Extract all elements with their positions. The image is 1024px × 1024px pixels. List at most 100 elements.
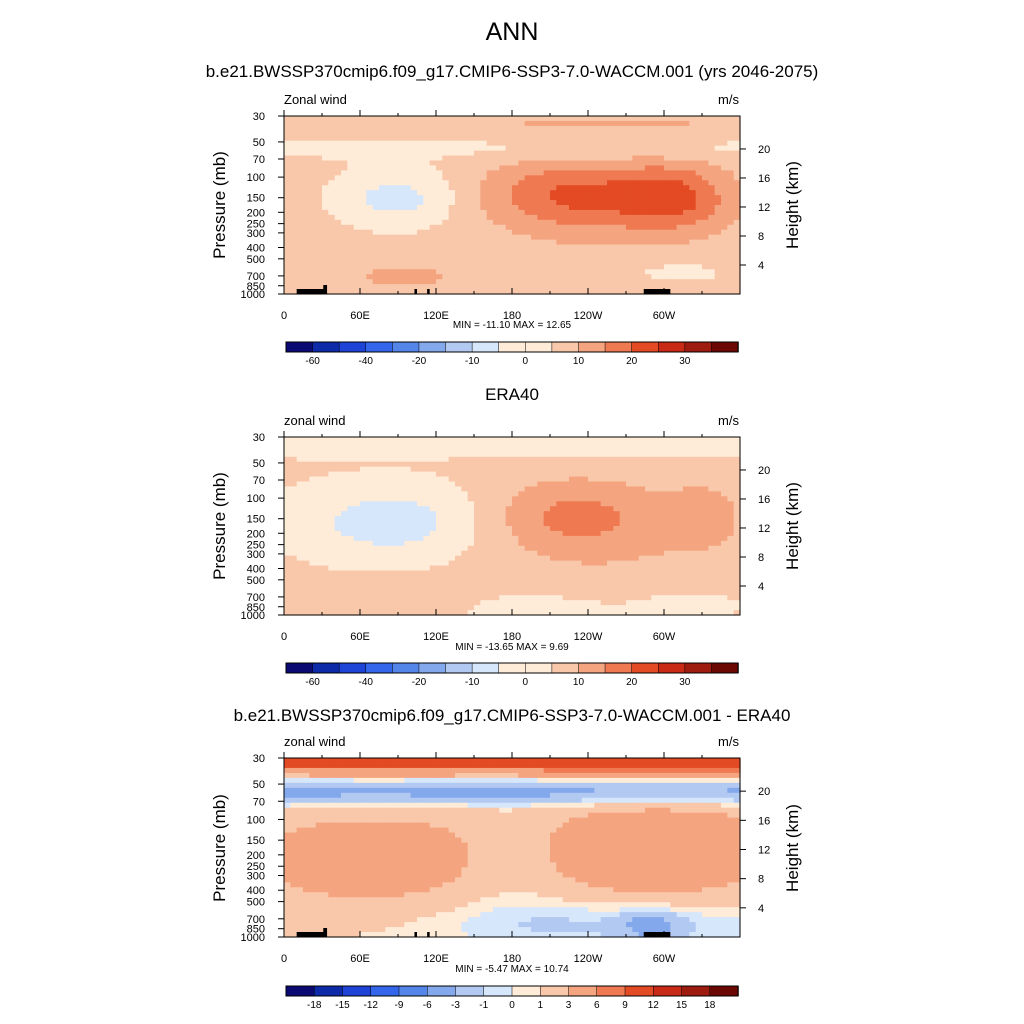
contour-cell (600, 239, 608, 246)
contour-cell (296, 219, 304, 226)
contour-cell (493, 570, 500, 577)
contour-cell (632, 461, 640, 468)
contour-cell (689, 214, 697, 221)
contour-cell (322, 244, 329, 251)
contour-cell (619, 130, 627, 137)
contour-cell (404, 175, 412, 181)
contour-cell (556, 491, 564, 497)
contour-cell (385, 461, 393, 468)
contour-cell (442, 269, 450, 275)
contour-cell (353, 155, 361, 162)
contour-cell (537, 540, 545, 547)
contour-cell (512, 289, 519, 295)
contour-cell (588, 575, 595, 581)
contour-cell (543, 545, 551, 552)
contour-cell (581, 279, 589, 285)
contour-cell (581, 234, 589, 241)
contour-cell (657, 441, 665, 448)
contour-cell (429, 481, 437, 488)
contour-cell (569, 501, 576, 507)
contour-cell (486, 259, 494, 265)
contour-cell (581, 120, 589, 127)
contour-cell (733, 160, 741, 167)
contour-cell (410, 219, 418, 226)
contour-cell (619, 501, 627, 507)
contour-cell (334, 511, 342, 517)
contour-cell (569, 526, 576, 532)
contour-cell (531, 259, 538, 265)
contour-cell (721, 264, 728, 270)
contour-cell (315, 180, 323, 186)
contour-cell (676, 140, 684, 147)
contour-cell (423, 229, 431, 236)
contour-cell (493, 259, 500, 265)
contour-cell (581, 441, 589, 448)
contour-cell (695, 185, 703, 191)
contour-cell (328, 580, 336, 586)
contour-cell (569, 116, 576, 122)
contour-cell (543, 279, 551, 285)
contour-cell (613, 229, 621, 236)
contour-cell (651, 140, 659, 147)
contour-cell (366, 471, 374, 478)
contour-cell (360, 214, 367, 221)
contour-cell (315, 456, 323, 463)
contour-cell (410, 289, 418, 295)
contour-cell (588, 259, 595, 265)
contour-cell (575, 511, 583, 517)
contour-cell (569, 585, 576, 591)
contour-cell (372, 155, 380, 162)
contour-cell (638, 135, 646, 142)
contour-cell (575, 229, 583, 236)
contour-cell (714, 200, 722, 206)
contour-cell (315, 219, 323, 226)
contour-cell (328, 516, 336, 522)
contour-cell (695, 530, 703, 537)
contour-cell (518, 555, 526, 562)
contour-cell (638, 219, 646, 226)
contour-cell (708, 274, 716, 280)
contour-cell (733, 501, 741, 507)
contour-cell (695, 575, 703, 581)
contour-cell (556, 195, 564, 201)
contour-cell (632, 135, 640, 142)
contour-cell (347, 289, 355, 295)
contour-cell (347, 590, 355, 596)
contour-cell (588, 461, 595, 468)
contour-cell (480, 496, 488, 502)
contour-cell (347, 249, 355, 256)
contour-cell (657, 239, 665, 246)
contour-cell (334, 140, 342, 147)
contour-cell (372, 284, 380, 290)
contour-cell (328, 471, 336, 478)
contour-cell (550, 155, 557, 162)
contour-cell (657, 550, 665, 557)
contour-cell (461, 150, 469, 157)
contour-cell (645, 511, 652, 517)
contour-cell (550, 289, 557, 295)
contour-cell (455, 461, 462, 468)
contour-cell (619, 190, 627, 196)
contour-cell (423, 506, 431, 512)
contour-cell (512, 224, 519, 231)
contour-cell (721, 471, 728, 478)
contour-cell (531, 160, 538, 167)
contour-cell (486, 560, 494, 567)
contour-cell (372, 229, 380, 236)
contour-cell (436, 116, 443, 122)
contour-cell (410, 229, 418, 236)
contour-cell (721, 456, 728, 463)
contour-cell (480, 264, 488, 270)
contour-cell (695, 516, 703, 522)
contour-cell (296, 150, 304, 157)
contour-cell (474, 521, 481, 527)
contour-cell (537, 135, 545, 142)
contour-cell (328, 269, 336, 275)
contour-cell (480, 486, 488, 492)
contour-cell (322, 476, 329, 483)
contour-cell (391, 155, 399, 162)
contour-cell (575, 259, 583, 265)
contour-cell (442, 165, 450, 171)
contour-cell (398, 446, 405, 453)
contour-cell (721, 496, 728, 502)
